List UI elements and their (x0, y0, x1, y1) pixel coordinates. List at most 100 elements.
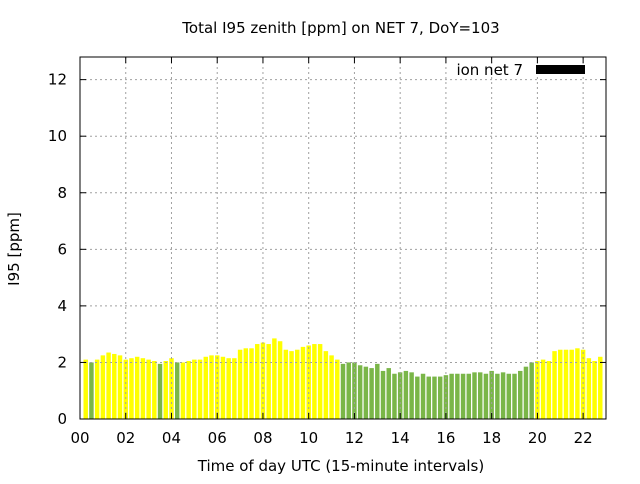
bar (203, 356, 209, 419)
legend-swatch (536, 65, 585, 74)
x-tick-label: 10 (299, 429, 318, 447)
bar (380, 370, 386, 419)
bar (592, 361, 597, 419)
legend: ion net 7 (456, 61, 585, 79)
bar (460, 373, 466, 419)
bar (483, 373, 489, 419)
bar (243, 348, 249, 419)
chart-title: Total I95 zenith [ppm] on NET 7, DoY=103 (181, 19, 499, 37)
bar (255, 344, 260, 419)
bar (346, 362, 351, 419)
bar (369, 368, 374, 419)
bar (403, 370, 409, 419)
bar (580, 349, 586, 419)
bar (249, 348, 254, 419)
y-tick-label: 12 (48, 71, 67, 89)
bar (392, 373, 397, 419)
x-tick-label: 12 (345, 429, 364, 447)
bar (575, 348, 580, 419)
bar (415, 376, 420, 419)
bar (117, 355, 123, 419)
bar (83, 359, 88, 419)
bar (558, 349, 563, 419)
bar (289, 351, 294, 420)
bar (563, 349, 569, 419)
bar (495, 373, 500, 419)
bar (146, 359, 151, 419)
x-tick-label: 18 (482, 429, 501, 447)
bar (272, 338, 277, 419)
x-axis: 00 02 04 06 08 10 12 14 16 18 20 22 (70, 57, 593, 447)
bar (100, 355, 106, 419)
legend-label: ion net 7 (456, 61, 523, 79)
bar (426, 376, 431, 419)
bar (449, 373, 454, 419)
bar (295, 349, 300, 419)
y-axis: 0 2 4 6 8 10 12 (48, 71, 606, 428)
bar (375, 363, 380, 419)
bar (152, 361, 157, 419)
bar (518, 370, 523, 419)
bar (329, 355, 334, 419)
x-tick-label: 08 (253, 429, 272, 447)
x-axis-label: Time of day UTC (15-minute intervals) (197, 457, 484, 475)
bar (598, 356, 603, 419)
y-tick-label: 2 (57, 353, 67, 371)
bar (237, 349, 243, 419)
x-tick-label: 04 (162, 429, 181, 447)
bar (397, 372, 403, 419)
bar (300, 346, 306, 419)
bar (277, 341, 283, 419)
bar (266, 344, 271, 419)
bar (134, 356, 140, 419)
bar (174, 362, 180, 419)
bar (140, 358, 146, 419)
bar (89, 362, 94, 419)
bar (260, 342, 266, 419)
y-tick-label: 6 (57, 240, 67, 258)
bar (472, 372, 477, 419)
bar (226, 358, 231, 419)
bar (232, 358, 237, 419)
x-tick-label: 00 (70, 429, 89, 447)
bar (466, 373, 472, 419)
bar (455, 373, 460, 419)
bar (352, 362, 357, 419)
y-tick-label: 8 (57, 184, 67, 202)
bar (312, 344, 317, 419)
plot-frame (79, 56, 607, 420)
bar (340, 363, 346, 419)
bar (569, 349, 574, 419)
bar (94, 359, 100, 419)
x-tick-label: 14 (391, 429, 410, 447)
bars-group (83, 338, 603, 420)
bar (409, 372, 414, 419)
bar (186, 361, 191, 419)
bar (163, 361, 168, 419)
x-tick-label: 20 (528, 429, 547, 447)
bar (283, 349, 289, 419)
bar (500, 372, 506, 419)
bar (552, 351, 557, 420)
x-tick-label: 02 (116, 429, 135, 447)
bar (512, 373, 517, 419)
bar (523, 366, 529, 419)
bar (129, 358, 134, 419)
bar (220, 356, 226, 419)
bar (529, 362, 534, 419)
bar (535, 361, 540, 419)
bar (363, 366, 369, 419)
bar (323, 351, 329, 420)
bar (112, 353, 117, 419)
bar (317, 344, 323, 419)
bar (506, 373, 512, 419)
bar (123, 359, 128, 419)
y-axis-label: I95 [ppm] (5, 212, 23, 286)
x-tick-label: 16 (436, 429, 455, 447)
bar (335, 359, 340, 419)
bar (197, 359, 203, 419)
bar (586, 358, 592, 419)
bar (437, 376, 443, 419)
